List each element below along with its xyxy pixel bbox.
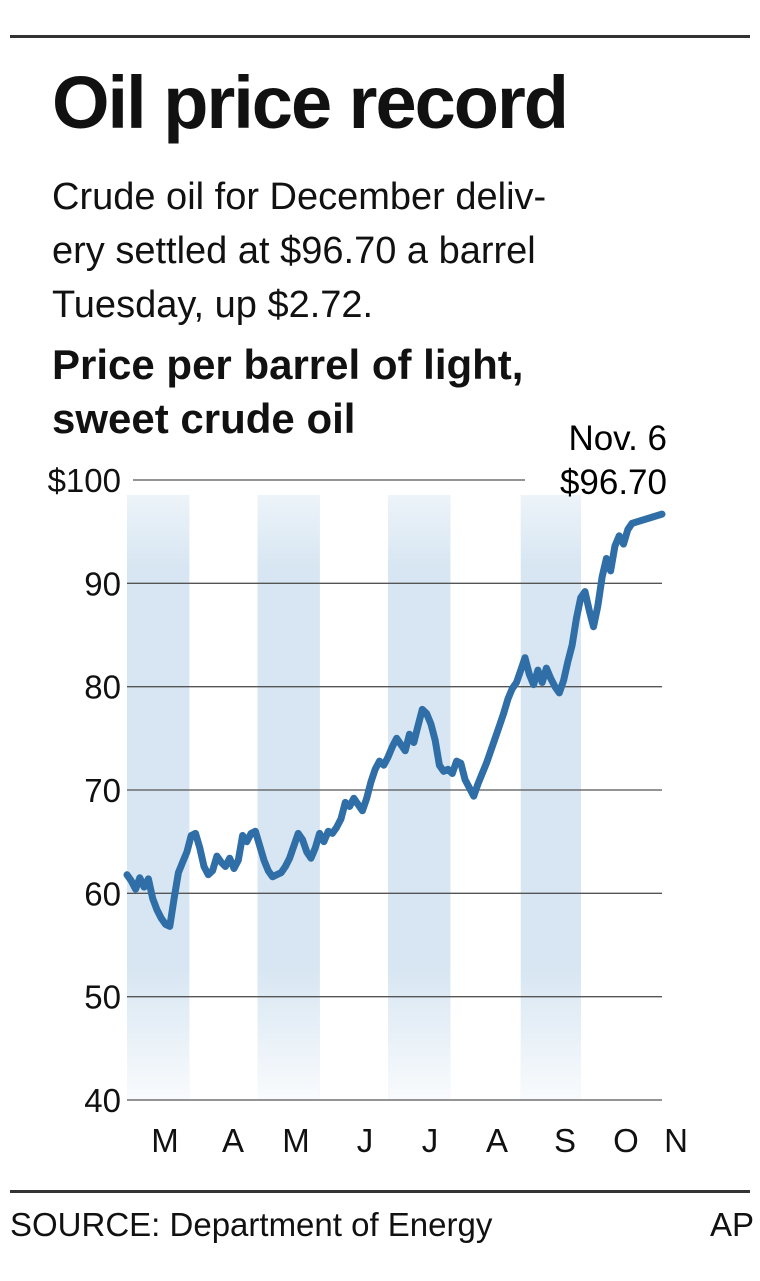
y-axis-tick-labels: $100 90 80 70 60 50 40 <box>48 462 121 1119</box>
subtitle-line-3: Tuesday, up $2.72. <box>52 284 374 326</box>
chart-title: Price per barrel of light, sweet crude o… <box>52 338 692 446</box>
subtitle-line-2: ery settled at $96.70 a barrel <box>52 230 536 272</box>
x-tick-label-1: M <box>151 1122 179 1159</box>
chart-title-line-1: Price per barrel of light, <box>52 341 524 388</box>
annotation-date-label: Nov. 6 <box>568 419 667 458</box>
y-tick-label-60: 60 <box>84 875 121 912</box>
subtitle-line-1: Crude oil for December deliv- <box>52 176 547 218</box>
top-rule <box>10 35 750 38</box>
month-band-fade-1 <box>127 495 190 1100</box>
x-tick-label-2: A <box>222 1122 244 1159</box>
y-tick-label-50: 50 <box>84 979 121 1016</box>
y-tick-label-80: 80 <box>84 669 121 706</box>
chart-title-line-2: sweet crude oil <box>52 395 356 442</box>
x-tick-label-8: O <box>613 1122 639 1159</box>
month-band-fade-3 <box>388 495 451 1100</box>
crude-oil-price-line <box>123 510 666 930</box>
x-tick-label-4: J <box>357 1122 374 1159</box>
y-tick-label-70: 70 <box>84 772 121 809</box>
month-band-fade-4 <box>520 495 581 1100</box>
x-tick-label-5: J <box>422 1122 439 1159</box>
source-note: SOURCE: Department of Energy <box>10 1206 493 1243</box>
gridlines <box>127 479 662 1101</box>
x-tick-label-7: S <box>554 1122 576 1159</box>
credit-label: AP <box>709 1206 754 1243</box>
month-band-fade-2 <box>257 495 320 1100</box>
subtitle: Crude oil for December deliv- ery settle… <box>52 170 732 332</box>
x-tick-label-6: A <box>486 1122 508 1159</box>
x-tick-label-3: M <box>282 1122 310 1159</box>
y-tick-label-90: 90 <box>84 565 121 602</box>
bottom-rule <box>10 1190 750 1193</box>
x-tick-label-9: N <box>664 1122 688 1159</box>
month-bands <box>127 495 581 1100</box>
page-title: Oil price record <box>52 61 569 144</box>
y-tick-label-100: $100 <box>48 462 121 499</box>
annotation-value-label: $96.70 <box>560 463 667 502</box>
y-tick-label-40: 40 <box>84 1082 121 1119</box>
